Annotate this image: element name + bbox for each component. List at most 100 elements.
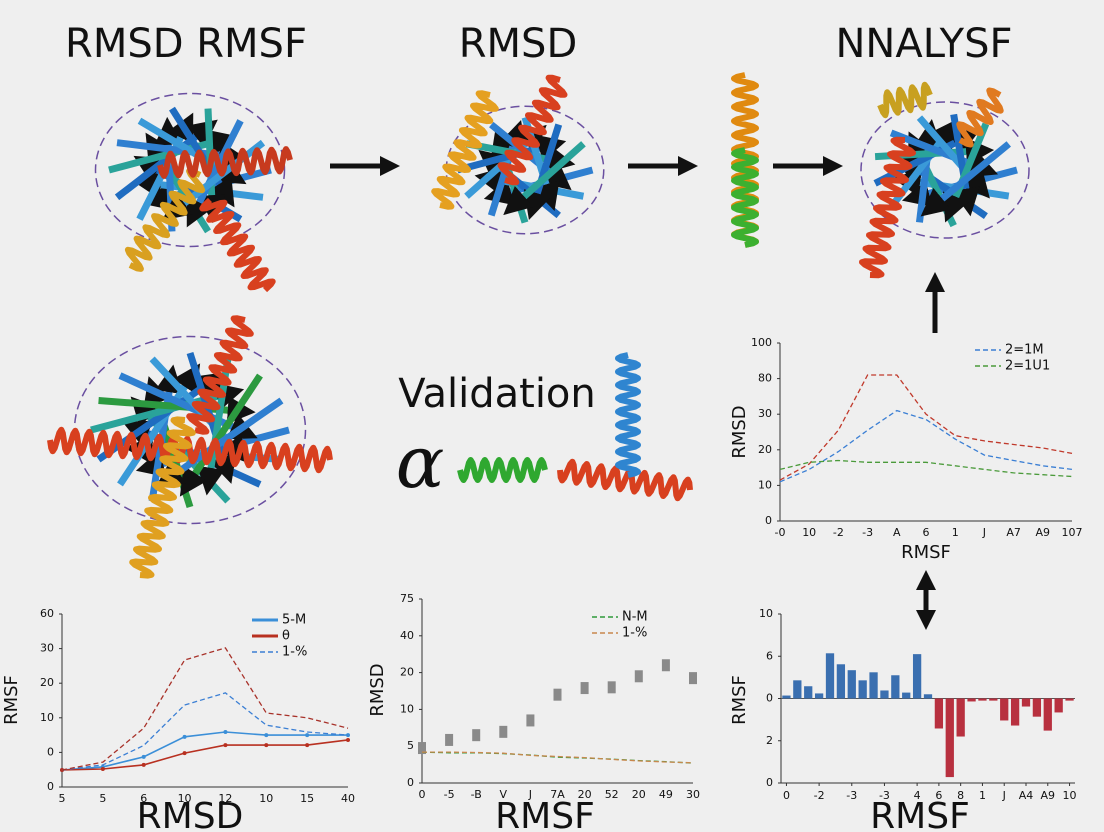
x-tick-label: 10 (1063, 789, 1077, 802)
bar (1032, 698, 1042, 717)
legend-label: 1-% (622, 626, 647, 641)
x-tick-label: 10 (802, 526, 816, 539)
y-tick-label: 20 (40, 676, 54, 689)
legend-label: θ (282, 629, 290, 644)
x-tick-label: V (500, 788, 508, 801)
bar (934, 698, 944, 729)
legend-label: 5-M (282, 613, 306, 628)
x-tick-label: 1 (952, 526, 959, 539)
x-tick-label: 6 (935, 789, 942, 802)
helix (956, 87, 1004, 148)
legend-label: 2=1M (1005, 343, 1044, 358)
validation-label: Validation (398, 371, 596, 417)
helix (199, 197, 276, 293)
x-tick-label: J (528, 788, 532, 801)
y-axis-label: RMSF (729, 675, 750, 725)
x-tick-label: 10 (259, 792, 273, 805)
helix (47, 426, 333, 474)
x-tick-label: A (893, 526, 901, 539)
point (346, 737, 350, 742)
y-tick-label: 0 (47, 745, 54, 758)
x-tick-label: A4 (1019, 789, 1034, 802)
x-tick-label: 107 (1062, 526, 1083, 539)
legend-label: 2=1U1 (1005, 359, 1050, 374)
x-axis-label: RMSF (901, 542, 951, 563)
x-tick-label: -5 (444, 788, 455, 801)
y-tick-label: 60 (40, 607, 54, 620)
panel-title: NNALYSF (835, 21, 1012, 67)
x-tick-label: 5 (99, 792, 106, 805)
arrows (330, 156, 945, 630)
beta-strand (155, 397, 284, 488)
x-tick-label: A9 (1041, 789, 1056, 802)
series-line (61, 692, 349, 771)
bar (1000, 698, 1009, 721)
point (141, 754, 146, 759)
x-tick-label: 30 (686, 788, 700, 801)
bar (902, 692, 911, 699)
bar (858, 680, 867, 699)
series-line (61, 647, 349, 771)
beta-strand (503, 141, 586, 216)
x-tick-label: 20 (578, 788, 592, 801)
point (182, 734, 187, 739)
beta-strand (487, 120, 527, 217)
bar (967, 698, 976, 702)
bar (989, 698, 998, 701)
y-tick-label: 10 (759, 607, 773, 620)
panel-title: RMSD RMSF (65, 21, 307, 67)
x-tick-label: 49 (659, 788, 673, 801)
box (526, 714, 535, 727)
y-tick-label: 2 (766, 734, 773, 747)
beta-strand (950, 113, 980, 217)
box (499, 725, 508, 738)
y-tick-label: 40 (400, 629, 414, 642)
y-tick-label: 20 (758, 443, 772, 456)
helix (731, 147, 759, 248)
x-tick-label: -3 (846, 789, 857, 802)
y-tick-label: 0 (766, 692, 773, 705)
y-tick-label: 30 (40, 642, 54, 655)
helix (859, 136, 916, 279)
x-axis-label: RMSD (137, 796, 244, 832)
x-tick-label: -2 (833, 526, 844, 539)
y-tick-label: 10 (758, 478, 772, 491)
x-tick-label: 10 (178, 792, 192, 805)
x-axis-label: RMSF (495, 796, 595, 832)
x-tick-label: J (1002, 789, 1006, 802)
x-tick-label: 4 (914, 789, 921, 802)
x-tick-label: A7 (1006, 526, 1021, 539)
box (580, 682, 589, 695)
x-tick-label: 0 (419, 788, 426, 801)
helix (186, 315, 254, 435)
box (634, 670, 643, 683)
helix (431, 90, 499, 210)
chart: 0 0 10 20 30 60 RMSF RMSD 5 5 6 10 12 10 15 40 5-Mθ1-% (1, 607, 355, 832)
beta-strand (942, 122, 990, 223)
x-tick-label: -2 (814, 789, 825, 802)
bar (1054, 698, 1063, 713)
helix (877, 81, 933, 119)
alpha-symbol: α (396, 420, 445, 504)
point (264, 733, 269, 738)
x-tick-label: 6 (923, 526, 930, 539)
x-tick-label: 6 (140, 792, 147, 805)
y-tick-label: 5 (407, 739, 414, 752)
bar (1065, 698, 1074, 701)
x-tick-label: A9 (1036, 526, 1051, 539)
chart: 0 10 20 30 80 100 RMSD RMSF -0 10 -2 -3 A 6 1 J A7 A9 107 2… (729, 336, 1083, 563)
y-tick-label: 0 (765, 514, 772, 527)
panel-title: RMSD (459, 21, 578, 67)
y-tick-label: 100 (751, 336, 772, 349)
y-tick-label: 30 (758, 407, 772, 420)
legend-label: 1-% (282, 645, 307, 660)
bar (869, 672, 878, 699)
y-tick-label: 6 (766, 649, 773, 662)
beta-strand (920, 141, 1011, 217)
series-line (61, 731, 348, 771)
x-tick-label: 40 (341, 792, 355, 805)
point (305, 733, 310, 738)
series-line (779, 459, 1073, 478)
y-tick-label: 75 (400, 592, 414, 605)
